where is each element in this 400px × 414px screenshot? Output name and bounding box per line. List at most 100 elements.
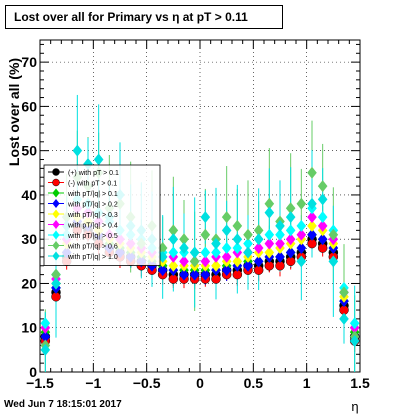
data-point — [179, 255, 189, 268]
data-point — [339, 286, 349, 299]
x-tick-label: −0.5 — [133, 375, 161, 391]
data-point — [317, 211, 328, 224]
data-point — [296, 197, 307, 210]
legend-box — [43, 164, 161, 266]
data-point — [296, 219, 307, 232]
data-point — [317, 233, 328, 246]
timestamp: Wed Jun 7 18:15:01 2017 — [4, 399, 122, 410]
chart-title: Lost over all for Primary vs η at pT > 0… — [5, 5, 283, 29]
data-point — [243, 237, 253, 250]
data-point — [72, 144, 83, 157]
data-point — [51, 268, 61, 281]
y-tick-label: 50 — [21, 143, 37, 159]
y-tick-label: 40 — [21, 187, 37, 203]
legend-label: with pT/|q| > 0.4 — [67, 223, 118, 230]
data-point — [307, 219, 317, 232]
legend-marker — [52, 209, 60, 219]
data-point — [285, 224, 296, 237]
data-point — [253, 255, 264, 268]
x-axis-label: η — [351, 399, 358, 414]
data-point — [232, 219, 243, 232]
x-tick-label: 0.5 — [244, 375, 264, 391]
legend-label: with pT/|q| > 0.1 — [67, 191, 118, 198]
data-point — [307, 228, 317, 241]
y-tick-label: 20 — [21, 275, 37, 291]
data-point — [200, 211, 211, 224]
data-point — [253, 224, 264, 237]
data-point — [296, 228, 307, 241]
data-point — [243, 259, 253, 272]
data-point — [221, 224, 232, 237]
data-point — [179, 268, 189, 281]
x-tick-label: 0 — [196, 375, 204, 391]
data-point — [221, 250, 232, 263]
y-tick-label: 60 — [21, 98, 37, 114]
data-point — [264, 206, 275, 219]
data-point — [264, 246, 275, 259]
data-point — [296, 242, 307, 255]
y-tick-label: 10 — [21, 320, 37, 336]
legend-label: with pT/|q| > 0.3 — [67, 212, 118, 219]
data-point — [264, 228, 275, 241]
data-point — [221, 242, 232, 255]
legend-marker — [52, 188, 60, 198]
data-point — [275, 250, 285, 263]
y-tick-label: 30 — [21, 231, 37, 247]
data-point — [232, 233, 243, 246]
y-tick-label: 70 — [21, 54, 37, 70]
legend-marker — [52, 241, 60, 250]
legend-label: with pT/|q| > 0.6 — [67, 244, 118, 251]
data-point — [253, 242, 264, 255]
data-point — [40, 343, 51, 356]
legend-marker — [52, 251, 60, 261]
data-point — [211, 259, 221, 272]
x-tick-label: 1.5 — [350, 375, 370, 391]
data-point — [40, 330, 51, 343]
legend-label: (+) with pT > 0.1 — [68, 170, 119, 177]
data-point — [200, 228, 211, 241]
data-point — [328, 228, 339, 241]
data-point — [157, 242, 168, 255]
data-point — [275, 237, 285, 250]
data-point — [317, 193, 328, 206]
legend: (+) with pT > 0.1 (-) with pT > 0.1 with p… — [43, 164, 161, 266]
data-point — [285, 202, 296, 215]
legend-marker — [52, 220, 60, 229]
y-tick-label: 0 — [29, 364, 37, 380]
legend-label: (-) with pT > 0.1 — [68, 181, 117, 188]
data-point — [51, 277, 61, 290]
data-point — [275, 219, 285, 232]
data-point — [200, 268, 211, 281]
data-point — [307, 166, 317, 179]
legend-label: with pT/|q| > 1.0 — [67, 254, 118, 261]
data-point — [211, 246, 221, 259]
data-point — [307, 197, 317, 210]
legend-marker — [52, 230, 60, 240]
data-point — [264, 197, 275, 210]
data-point — [200, 246, 211, 259]
data-point — [253, 233, 264, 246]
data-point — [168, 246, 179, 259]
x-tick-label: −1 — [85, 375, 101, 391]
data-point — [275, 228, 285, 241]
data-point — [179, 242, 189, 255]
legend-marker — [52, 178, 60, 187]
data-point — [179, 233, 189, 246]
legend-marker — [52, 199, 60, 208]
data-point — [317, 180, 328, 193]
data-point — [168, 259, 179, 272]
data-point — [93, 153, 104, 166]
data-point — [328, 255, 339, 268]
data-point — [243, 246, 253, 259]
legend-marker — [52, 168, 60, 176]
data-point — [157, 250, 168, 263]
data-point — [189, 246, 200, 259]
data-point — [232, 242, 243, 255]
data-point — [285, 233, 296, 246]
data-point — [349, 317, 360, 330]
data-point — [157, 264, 168, 277]
data-point — [221, 211, 232, 224]
legend-label: with pT/|q| > 0.2 — [67, 202, 118, 209]
legend-label: with pT/|q| > 0.5 — [67, 233, 118, 240]
